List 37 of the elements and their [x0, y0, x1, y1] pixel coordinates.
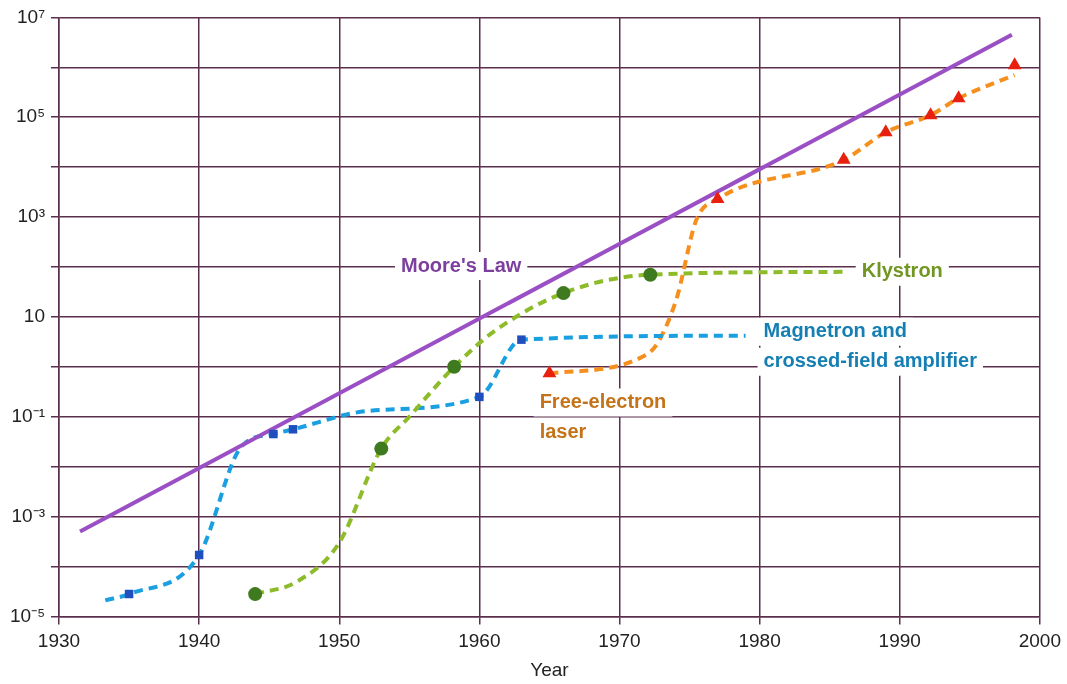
y-tick-label: 10³ — [17, 205, 46, 227]
point — [878, 124, 893, 137]
series-label: Free-electron laser — [539, 390, 667, 443]
point — [269, 429, 278, 439]
point — [288, 425, 298, 434]
x-tick-label: 1970 — [598, 630, 641, 652]
point — [951, 90, 966, 103]
point — [447, 359, 462, 374]
x-tick-label: 1960 — [458, 630, 501, 652]
point — [374, 441, 389, 456]
point — [836, 151, 851, 164]
x-axis-title: Year — [530, 658, 570, 680]
point — [542, 365, 557, 378]
point — [517, 335, 526, 344]
y-tick-label: 10⁻¹ — [11, 404, 46, 426]
point — [248, 587, 263, 602]
y-tick-label: 10⁻³ — [11, 504, 46, 526]
point — [556, 286, 571, 301]
y-tick-label: 10⁷ — [16, 5, 46, 27]
x-tick-label: 1990 — [878, 630, 921, 652]
x-tick-label: 1930 — [37, 630, 81, 652]
x-tick-label: 1940 — [177, 630, 221, 652]
series-label: Klystron — [861, 259, 943, 282]
point — [923, 107, 938, 120]
point — [643, 267, 658, 282]
x-tick-label: 1980 — [738, 630, 781, 652]
point — [475, 392, 484, 402]
series-label: Moore's Law — [401, 253, 522, 276]
x-tick-label: 1950 — [318, 630, 361, 652]
point — [1007, 57, 1022, 70]
x-tick-label: 2000 — [1018, 630, 1062, 652]
y-tick-label: 10 — [23, 305, 46, 327]
y-tick-label: 10⁻⁵ — [9, 604, 46, 626]
series-label: Magnetron and crossed-field amplifier — [763, 319, 978, 372]
y-tick-label: 10⁵ — [15, 105, 46, 127]
line-series — [103, 333, 748, 603]
point — [710, 191, 725, 204]
